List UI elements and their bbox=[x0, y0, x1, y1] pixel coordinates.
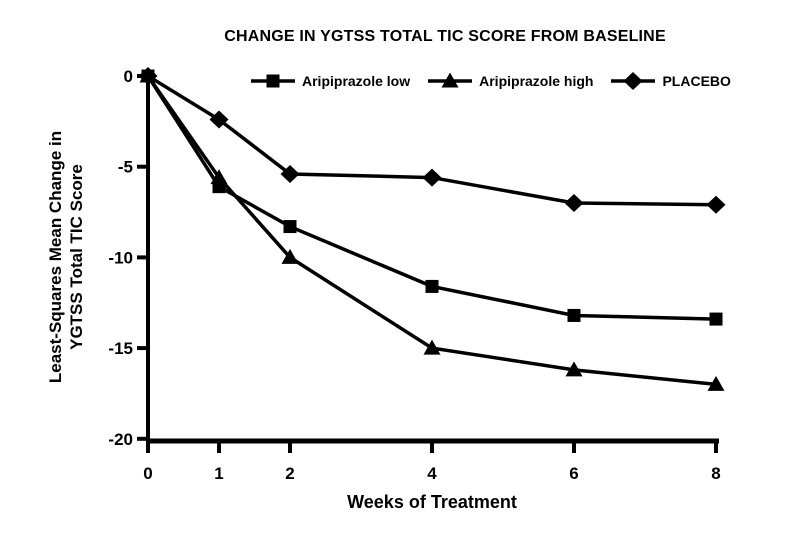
data-point-diamond-icon bbox=[422, 168, 442, 187]
legend-item-aripiprazole-high: Aripiprazole high bbox=[428, 72, 593, 90]
x-tick-label: 0 bbox=[143, 464, 152, 483]
legend-item-placebo: PLACEBO bbox=[611, 72, 731, 90]
legend-label: Aripiprazole high bbox=[479, 73, 594, 89]
data-point-diamond-icon bbox=[706, 195, 726, 214]
series-square bbox=[141, 69, 723, 326]
y-tick-label: -20 bbox=[108, 430, 133, 449]
x-axis-title: Weeks of Treatment bbox=[347, 492, 517, 512]
y-tick-label: -5 bbox=[118, 158, 133, 177]
x-tick-label: 8 bbox=[711, 464, 720, 483]
data-point-triangle-icon bbox=[707, 375, 725, 391]
series-triangle bbox=[139, 67, 725, 391]
data-point-triangle-icon bbox=[423, 339, 441, 355]
data-point-diamond-icon bbox=[564, 193, 584, 212]
data-point-square-icon bbox=[141, 69, 155, 83]
legend-item-aripiprazole-low: Aripiprazole low bbox=[251, 72, 410, 90]
square-marker-icon bbox=[266, 74, 280, 88]
legend-label: PLACEBO bbox=[662, 73, 731, 89]
series-line-0 bbox=[146, 75, 717, 321]
diamond-marker-icon bbox=[623, 72, 643, 90]
y-tick-label: 0 bbox=[124, 67, 133, 86]
x-tick-label: 6 bbox=[569, 464, 578, 483]
x-tick-label: 4 bbox=[427, 464, 437, 483]
y-tick-label: -15 bbox=[108, 339, 133, 358]
square-marker-icon bbox=[251, 74, 295, 88]
series-line-1 bbox=[146, 74, 717, 387]
data-point-square-icon bbox=[283, 220, 297, 234]
data-point-square-icon bbox=[212, 180, 226, 194]
data-point-square-icon bbox=[567, 308, 581, 322]
data-point-diamond-icon bbox=[209, 110, 229, 129]
data-point-triangle-icon bbox=[565, 361, 583, 377]
data-point-square-icon bbox=[425, 279, 439, 293]
triangle-marker-icon bbox=[428, 72, 473, 88]
x-tick-label: 2 bbox=[285, 464, 294, 483]
chart-title: CHANGE IN YGTSS TOTAL TIC SCORE FROM BAS… bbox=[224, 28, 666, 45]
series-line-2 bbox=[147, 74, 717, 207]
data-point-triangle-icon bbox=[281, 248, 299, 264]
chart-legend: Aripiprazole low Aripiprazole high PLACE… bbox=[251, 72, 731, 90]
diamond-marker-icon bbox=[611, 72, 656, 90]
x-tick-label: 1 bbox=[214, 464, 223, 483]
data-point-square-icon bbox=[709, 312, 723, 326]
y-tick-label: -10 bbox=[108, 248, 133, 267]
triangle-marker-icon bbox=[441, 72, 459, 88]
data-point-diamond-icon bbox=[280, 164, 300, 183]
legend-label: Aripiprazole low bbox=[302, 73, 411, 89]
